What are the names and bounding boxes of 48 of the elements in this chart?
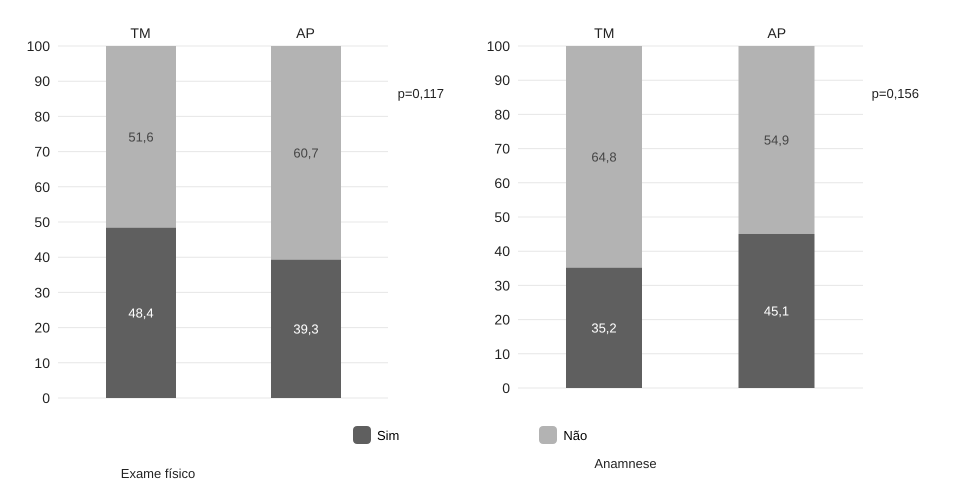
y-tick-label: 10 — [34, 354, 50, 371]
text: p=0,117 — [398, 86, 444, 101]
text: Exame físico — [120, 466, 196, 479]
y-tick-label: 50 — [34, 214, 50, 230]
y-tick-label: 0 — [42, 390, 50, 406]
y-tick-label: 90 — [494, 72, 510, 88]
bar — [738, 234, 814, 388]
x-tick-label: AP — [296, 25, 315, 41]
bar — [738, 46, 814, 234]
y-tick-label: 30 — [34, 284, 50, 300]
y-tick-label: 0 — [502, 380, 510, 396]
y-tick-label: 20 — [34, 320, 50, 336]
y-tick-label: 60 — [494, 174, 510, 191]
y-tick-label: 100 — [486, 38, 510, 54]
y-tick-label: 80 — [494, 106, 510, 122]
bar — [106, 228, 176, 398]
y-tick-label: 50 — [494, 208, 510, 225]
y-tick-label: 20 — [494, 312, 510, 328]
y-tick-label: 90 — [34, 73, 50, 90]
y-tick-label: 100 — [26, 38, 50, 54]
data-label: 45,1 — [764, 303, 790, 318]
y-tick-label: 30 — [494, 277, 510, 294]
y-tick-label: 40 — [494, 243, 510, 260]
bar — [271, 46, 341, 260]
data-label: 48,4 — [128, 305, 154, 320]
data-label: 60,7 — [293, 145, 319, 160]
bar — [271, 260, 341, 398]
bar — [106, 46, 176, 228]
data-label: 51,6 — [128, 129, 154, 144]
data-label: 64,8 — [591, 149, 617, 164]
legend-label: Não — [562, 426, 588, 444]
data-label: 39,3 — [293, 321, 319, 336]
y-tick-label: 10 — [494, 346, 510, 362]
data-label: 35,2 — [591, 320, 617, 336]
bar — [566, 268, 642, 388]
y-tick-label: 80 — [34, 108, 50, 124]
bar — [566, 46, 642, 268]
x-tick-label: TM — [130, 25, 151, 41]
y-tick-label: 40 — [34, 249, 50, 266]
y-tick-label: 70 — [494, 140, 510, 157]
x-tick-label: TM — [594, 25, 614, 41]
text: Anamnese — [593, 456, 658, 471]
data-label: 54,9 — [764, 132, 790, 148]
y-tick-label: 70 — [34, 144, 50, 160]
legend-label: Sim — [376, 426, 400, 444]
x-tick-label: AP — [767, 25, 786, 41]
y-tick-label: 60 — [34, 178, 50, 195]
text: p=0,156 — [872, 86, 919, 101]
